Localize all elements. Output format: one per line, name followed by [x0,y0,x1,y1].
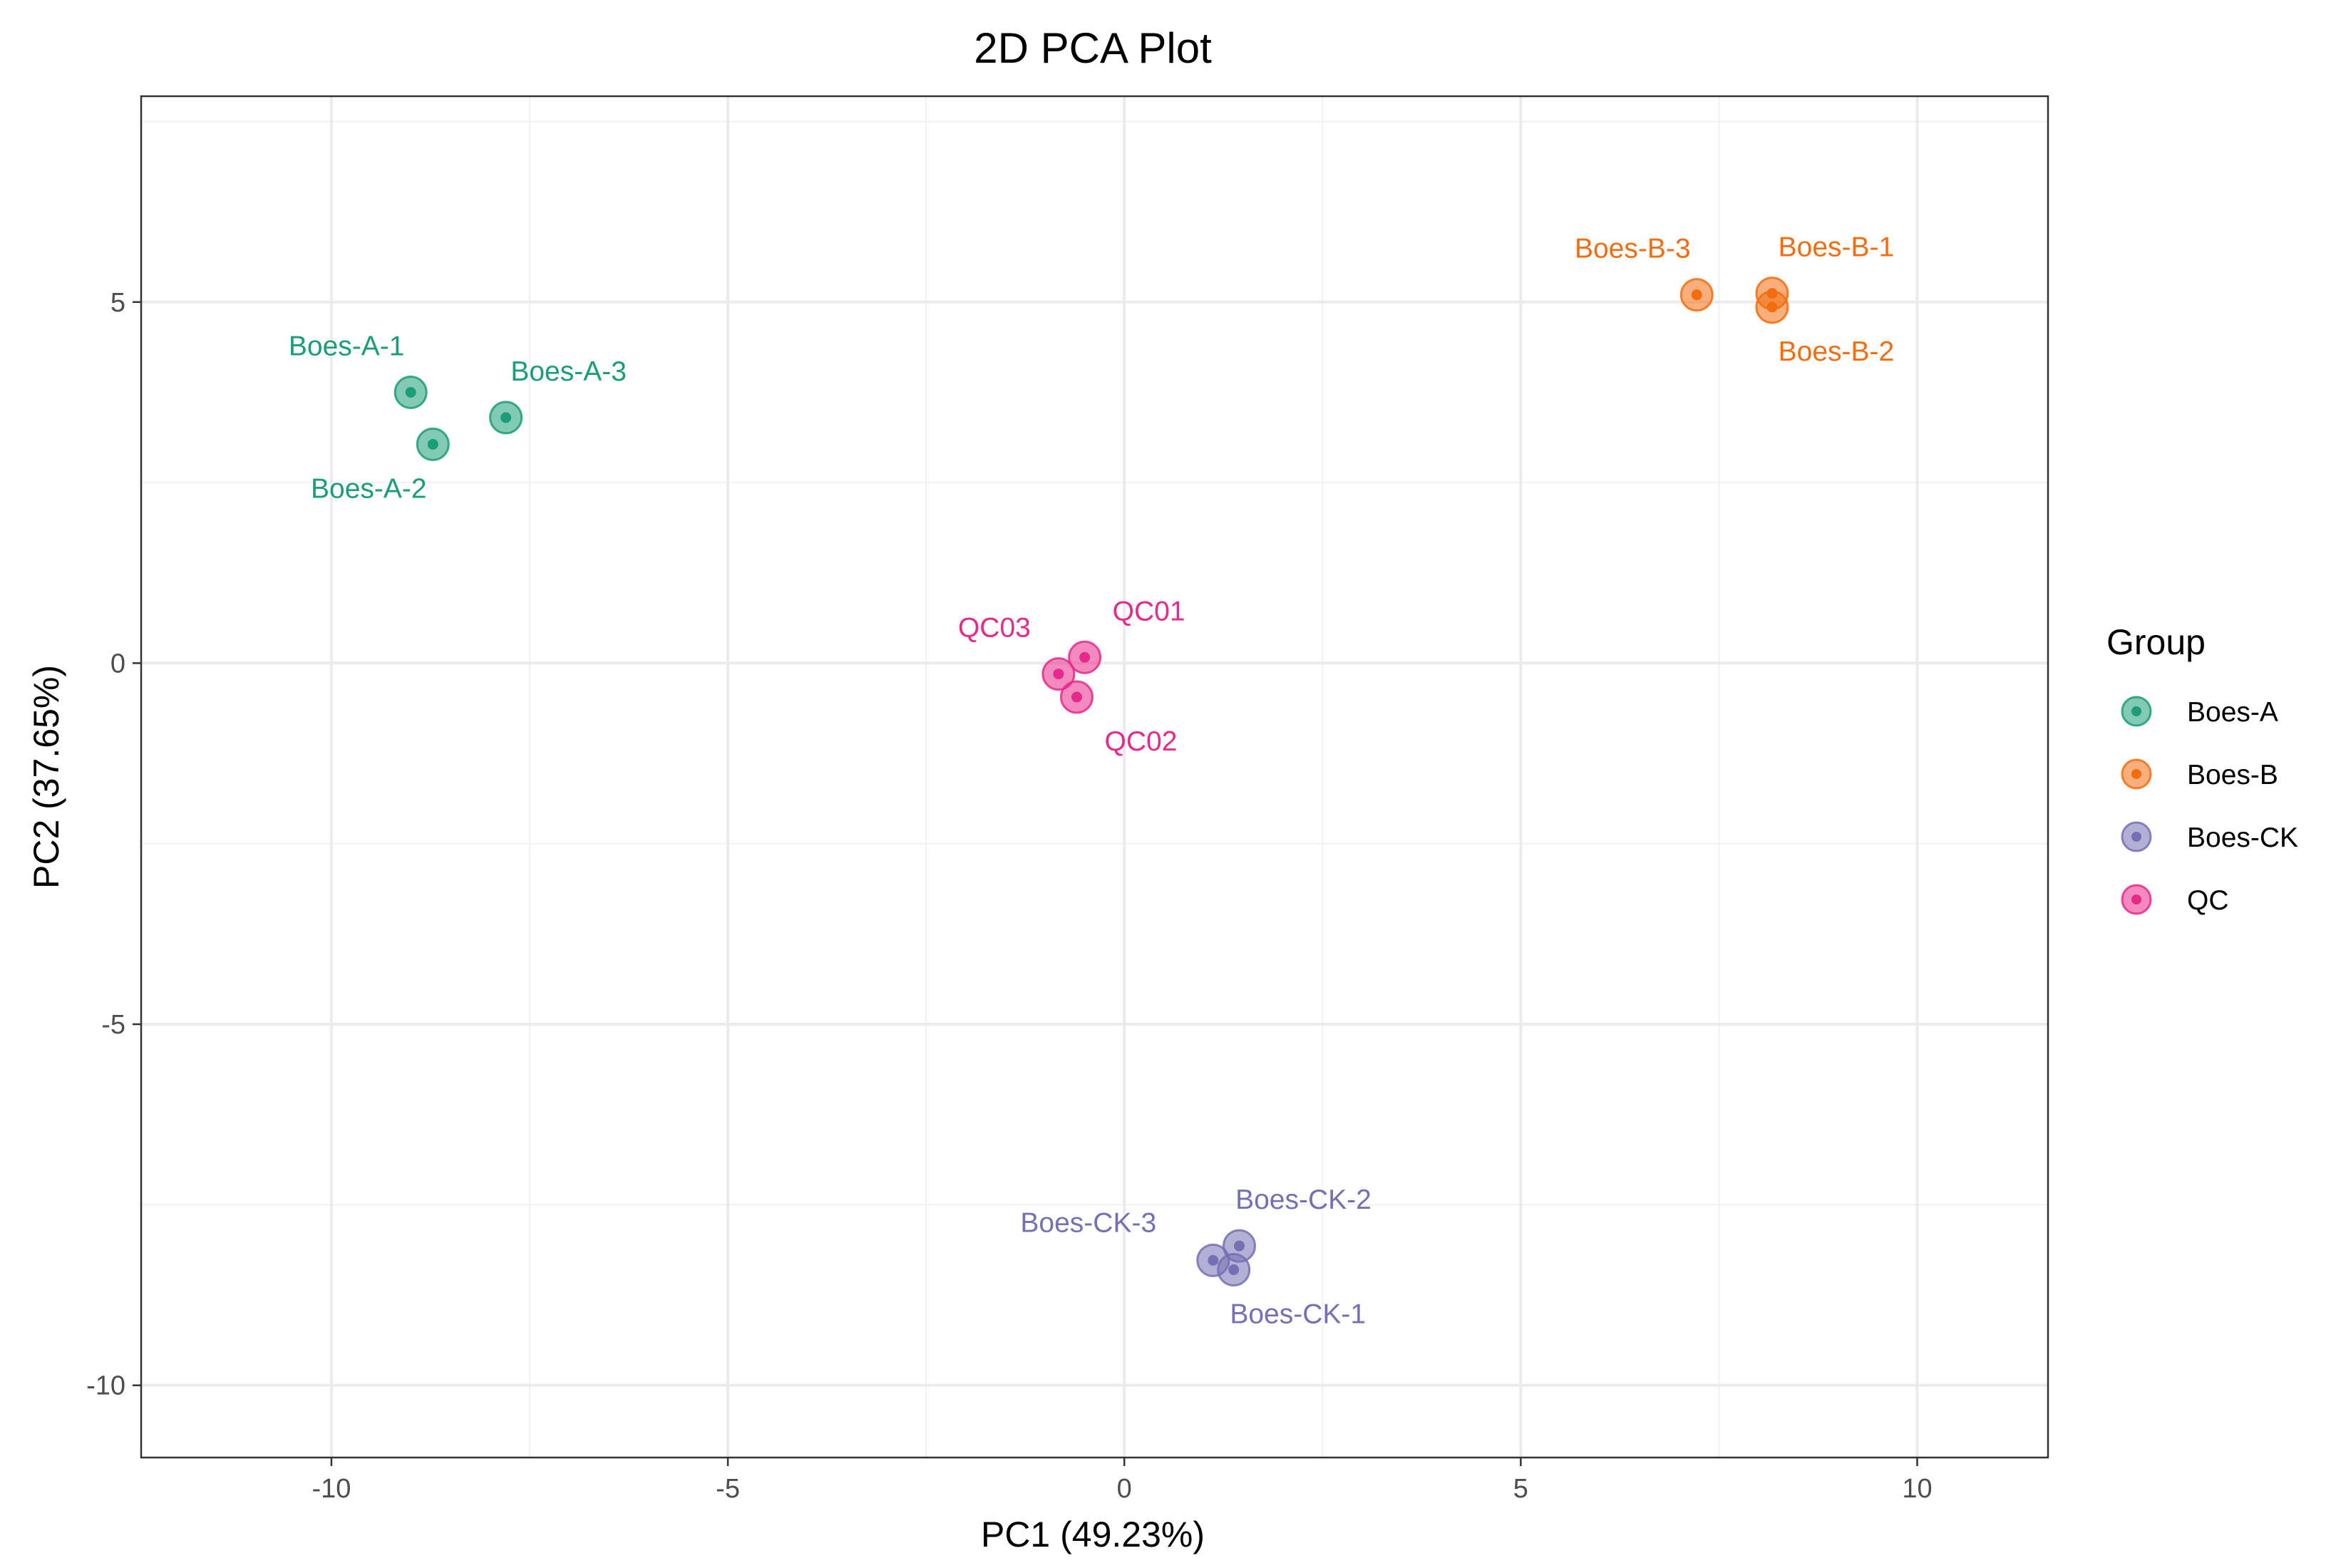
legend-key [2131,894,2141,904]
point-labels-layer: Boes-A-1 Boes-A-2 Boes-A-3 Boes-B-1 Boes-B-2… [289,232,1894,1330]
legend-key [2131,706,2141,716]
legend-label: Boes-CK [2187,822,2298,853]
data-point [1228,1264,1240,1276]
data-point [1691,289,1702,301]
data-point [1766,301,1778,313]
legend-key [2131,832,2141,842]
legend-title: Group [2106,622,2206,662]
legend-label: QC [2187,885,2229,916]
legend: Group Boes-A Boes-B Boes-CK QC [2106,622,2298,916]
data-point [405,386,416,398]
x-tick-label: -10 [312,1474,351,1504]
legend-label: Boes-A [2187,697,2278,728]
point-label: Boes-B-1 [1779,232,1895,263]
y-tick-label: -5 [101,1010,125,1040]
data-point [1071,691,1082,703]
point-label: Boes-A-3 [510,356,627,387]
data-point [1233,1240,1245,1252]
data-point [1208,1254,1219,1266]
panel-border [140,95,2049,1459]
x-tick-label: 5 [1513,1474,1528,1504]
x-tick-label: 0 [1117,1474,1132,1504]
point-label: QC01 [1113,596,1185,626]
grid-layer [141,96,2048,1458]
data-point [427,438,438,450]
legend-items: Boes-A Boes-B Boes-CK QC [2121,696,2298,916]
plot-panel [141,96,2048,1458]
point-label: Boes-A-1 [289,331,405,361]
y-tick-label: -10 [86,1371,125,1401]
point-label: QC03 [958,613,1031,644]
point-label: Boes-CK-2 [1235,1185,1372,1215]
point-label: Boes-B-2 [1779,336,1895,367]
x-axis-title: PC1 (49.23%) [981,1515,1205,1554]
data-point [500,412,512,423]
y-tick-label: 5 [110,288,125,318]
point-label: Boes-A-2 [311,473,427,504]
axes-layer: -10 -5 0 5 10 -10 -5 0 5 [86,288,1933,1504]
point-label: Boes-CK-3 [1020,1207,1156,1238]
points-layer [393,277,1789,1287]
data-point [1053,669,1064,680]
x-tick-label: 10 [1902,1474,1932,1504]
point-label: Boes-B-3 [1575,234,1691,264]
y-tick-label: 0 [110,649,125,679]
x-tick-label: -5 [716,1474,740,1504]
point-label: QC02 [1105,726,1178,757]
data-point [1079,651,1091,663]
y-axis-title: PC2 (37.65%) [26,665,66,889]
legend-label: Boes-B [2187,760,2278,790]
chart-title: 2D PCA Plot [974,24,1212,72]
legend-key [2131,769,2141,779]
point-label: Boes-CK-1 [1230,1299,1366,1330]
